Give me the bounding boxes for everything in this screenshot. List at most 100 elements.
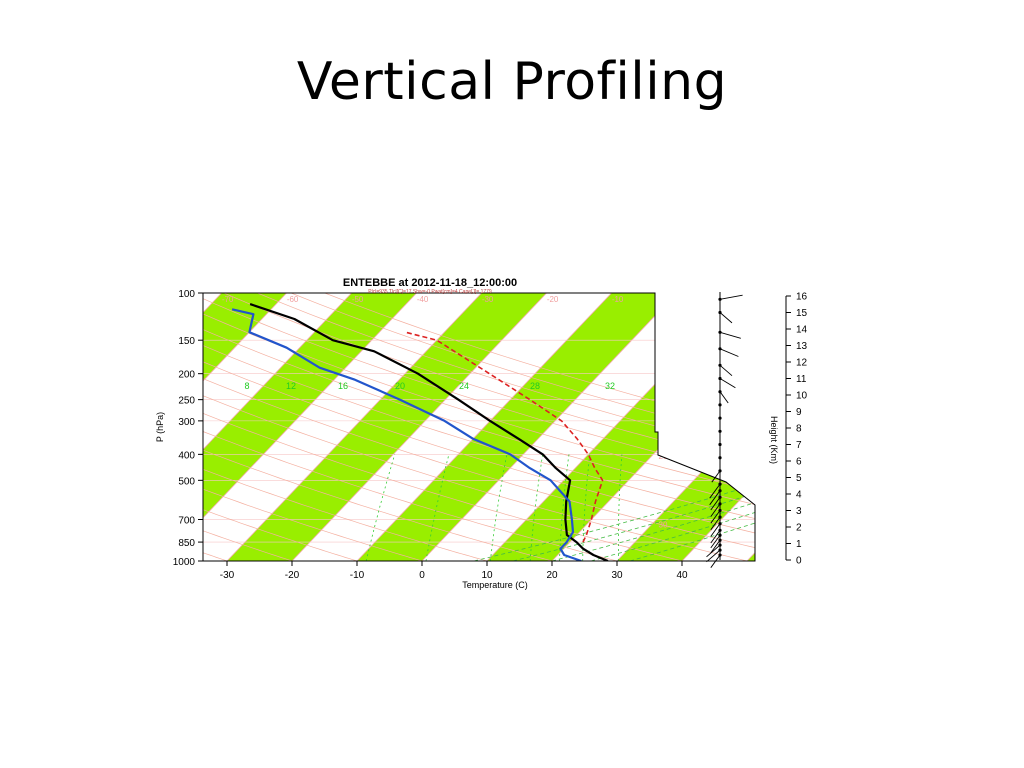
chart-title: ENTEBBE at 2012-11-18_12:00:00 [343,277,517,289]
y-tick-label: 250 [178,396,195,407]
dry-adiabat-lines [203,293,755,561]
isotherm-line [291,293,547,561]
isotherm-label: -50 [352,295,364,304]
isotherm-label: 30 [659,520,668,529]
wind-barb-dot [718,363,722,367]
x-tick-label: 10 [481,570,493,581]
mixing-ratio-line [489,454,508,561]
isotherm-label: 0 [661,315,666,324]
moist-adiabat-line [629,373,755,561]
height-tick-label: 10 [796,391,808,402]
mixing-ratio-label: 24 [459,381,469,391]
dry-adiabat-line [203,293,293,561]
wind-barb-dot [718,522,722,526]
isotherm-label: -60 [287,295,299,304]
green-isotherm-bands [0,293,755,561]
x-tick-label: 40 [676,570,688,581]
isotherm-line [0,293,27,561]
isotherm-label: -70 [222,295,234,304]
wind-barb [719,294,743,300]
wind-barb-dot [718,508,722,513]
band [747,293,755,561]
mixing-ratio-label: 12 [286,381,296,391]
y-tick-label: 300 [178,417,195,428]
height-tick-label: 13 [796,341,808,352]
y-axis: 100 150 200 250 300 400 500 700 850 1000 [173,289,203,568]
wind-barbs-panel [706,292,743,568]
series-temperature [249,303,609,561]
height-tick-label: 11 [796,374,807,385]
dry-adiabat-line [203,293,748,561]
wind-barb-dot [718,502,722,506]
wind-barb-dot [718,416,722,420]
mixing-ratio-line [529,454,544,561]
dry-adiabat-line [203,293,755,561]
y-tick-label: 200 [178,370,195,381]
wind-barb [719,348,739,357]
wind-barb-dot [718,330,722,334]
isotherm-line [421,293,677,561]
mixing-ratio-line [618,454,623,561]
wind-barb-dot [718,543,722,547]
dry-adiabat-line [290,293,755,561]
x-axis-label: Temperature (C) [462,580,528,590]
wind-barb-dot [718,347,722,351]
wind-barb-dot [718,489,722,493]
dry-adiabat-line [257,293,755,561]
isotherm-line [681,293,755,561]
height-axis-label: Height (Km) [769,416,779,464]
dry-adiabat-line [223,293,755,561]
moist-adiabat-line [551,373,755,561]
wind-barb-dot [718,482,722,486]
height-tick-label: 6 [796,457,802,468]
x-tick-label: -10 [350,570,365,581]
mixing-ratio-line [559,454,570,561]
moist-adiabat-line [473,373,755,561]
mixing-ratio-label: 8 [244,381,249,391]
wind-barb-dot [718,297,722,301]
wind-barb [710,530,721,544]
height-tick-label: 8 [796,424,802,435]
isotherm-line [203,293,287,561]
y-tick-label: 500 [178,476,195,487]
wind-barb-dot [718,469,722,473]
wind-barb-dot [718,376,722,381]
mixing-ratio-line [582,454,591,561]
mixing-ratio-label: 20 [395,381,405,391]
isotherm-label: -40 [417,295,429,304]
y-tick-label: 400 [178,450,195,461]
height-tick-label: 0 [796,556,802,567]
isotherm-line [812,293,1024,561]
y-tick-label: 700 [178,515,195,526]
wind-barb [710,534,721,549]
plot-frame [202,292,756,562]
wind-barb [710,503,721,517]
height-tick-label: 9 [796,407,802,418]
height-tick-label: 1 [796,539,802,550]
wind-barb-dot [718,533,722,537]
x-tick-label: -20 [285,570,300,581]
wind-barb [719,331,741,339]
height-tick-label: 2 [796,523,802,534]
dry-adiabat-line [203,293,488,561]
isotherm-line [0,293,157,561]
wind-barb [719,391,729,404]
isotherm-line [0,293,92,561]
slide-title: Vertical Profiling [296,52,728,112]
wind-barb [710,516,721,531]
wind-barb-dot [718,515,722,519]
wind-barb [719,312,733,324]
plot-border [202,292,756,562]
y-axis-label: P (hPa) [155,412,165,442]
isotherm-label: 10 [659,384,668,393]
wind-barb-dot [718,403,722,407]
height-tick-label: 4 [796,490,802,501]
isotherm-label: 20 [659,452,668,461]
wind-barb-dot [718,528,722,532]
dry-adiabat-line [324,293,755,561]
wind-barb-dot [718,390,722,394]
mixing-ratio-label: 16 [338,381,348,391]
height-tick-label: 15 [796,308,808,319]
band [0,293,157,561]
